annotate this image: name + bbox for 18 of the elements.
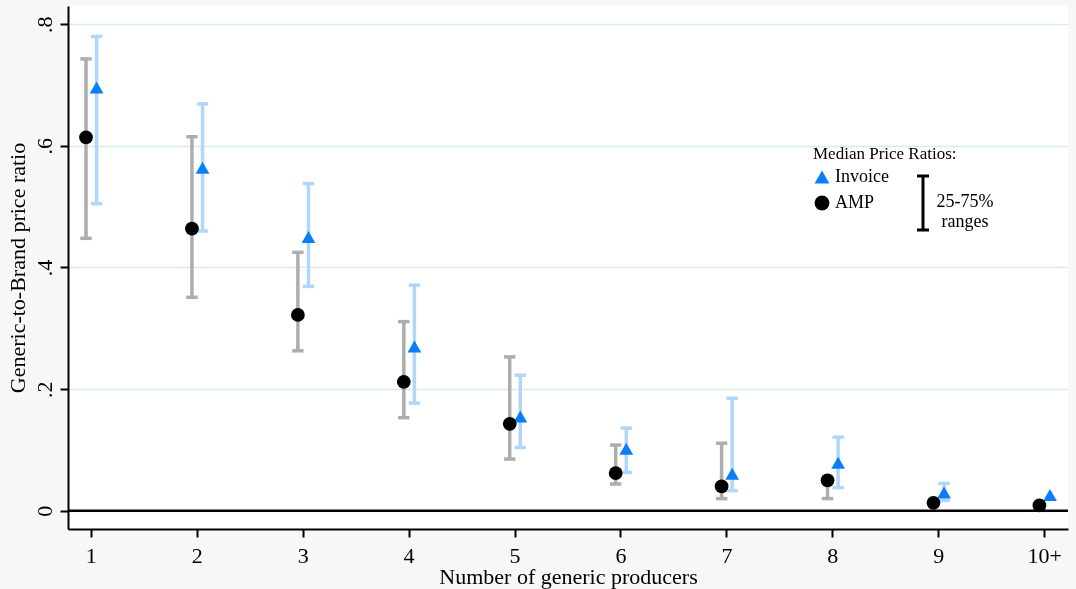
x-tick-label: 2 [191,542,203,568]
legend-title: Median Price Ratios: [813,144,957,163]
x-tick-label: 4 [403,542,415,568]
x-tick-label: 7 [721,542,733,568]
x-tick-label: 10+ [1027,542,1062,568]
x-tick-label: 3 [297,542,309,568]
y-tick-label: .6 [31,138,57,155]
x-tick-label: 9 [933,542,945,568]
y-tick-label: .2 [31,381,57,398]
y-axis-title: Generic-to-Brand price ratio [4,142,30,394]
legend-label: AMP [835,192,875,212]
legend-label: Invoice [835,166,889,186]
x-tick-label: 8 [827,542,839,568]
y-tick-label: .4 [31,259,57,277]
x-tick-label: 1 [85,542,97,568]
y-tick-label: 0 [31,505,57,517]
annotation: 25-75% ranges [936,191,994,231]
y-tick-label: .8 [31,16,57,33]
